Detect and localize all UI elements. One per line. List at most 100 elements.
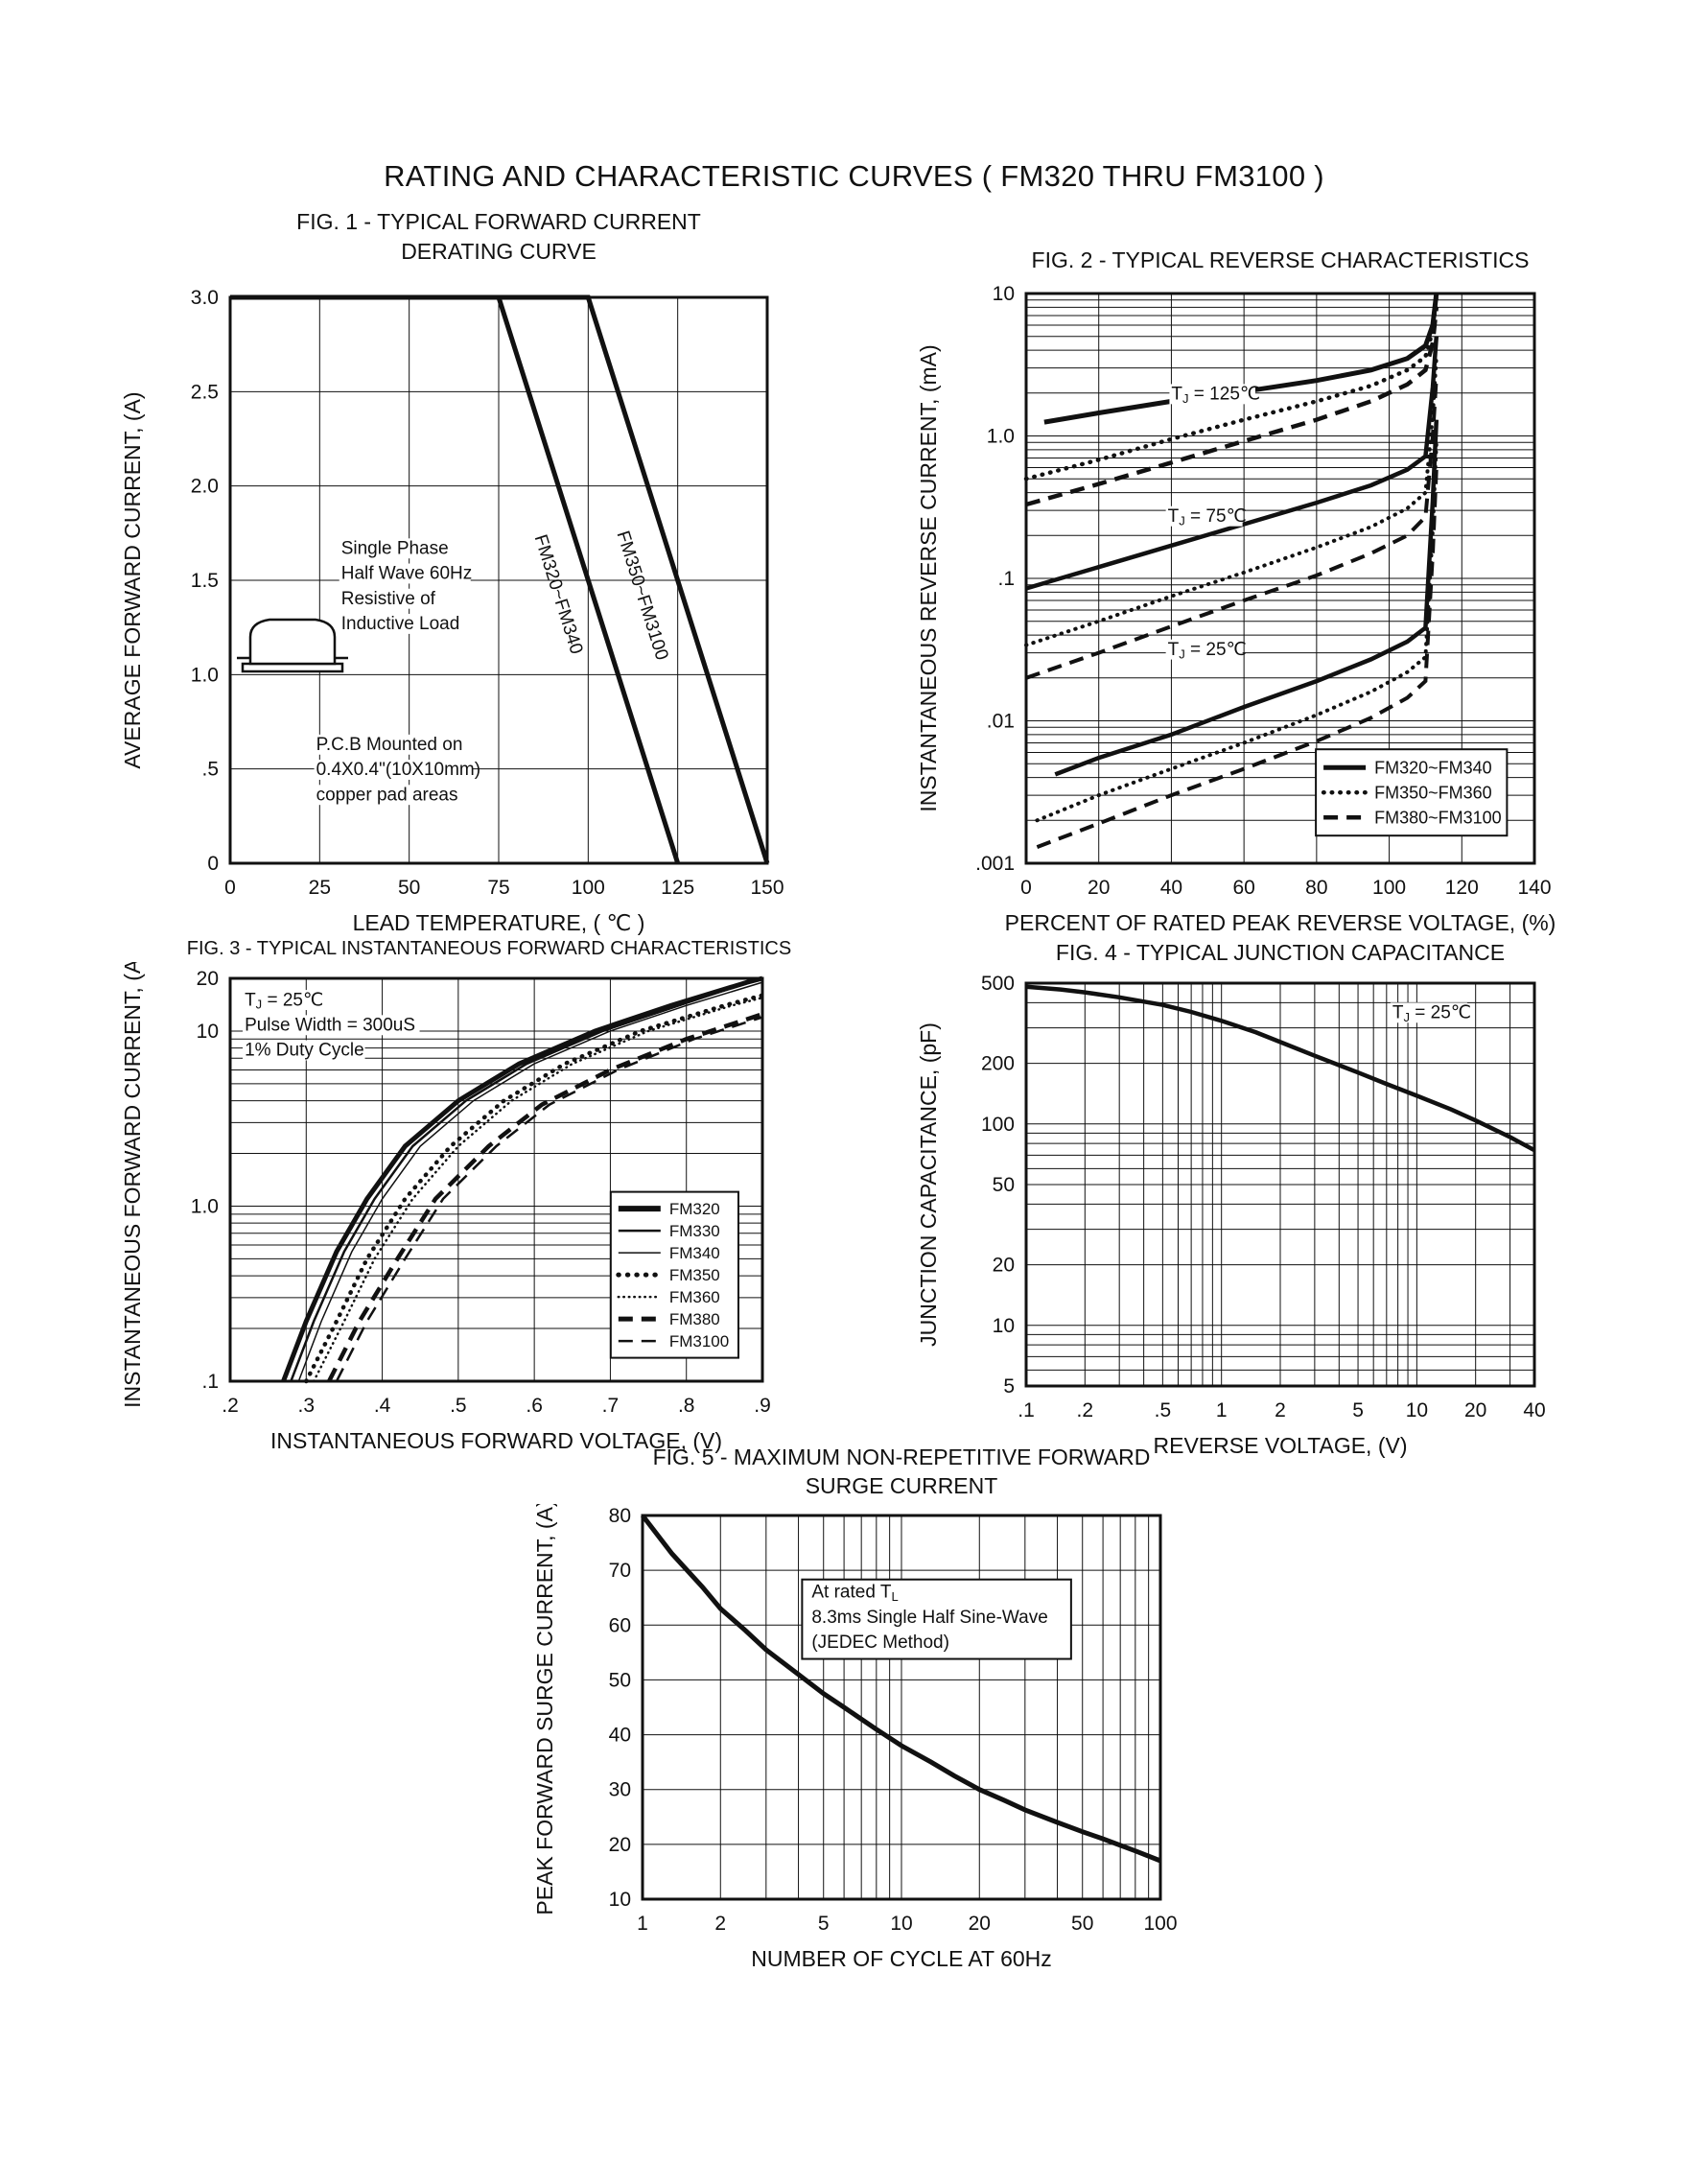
- fig5-xlabel: NUMBER OF CYCLE AT 60Hz: [751, 1946, 1052, 1971]
- fig4-plot: TJ = 25℃ .1 .2 .5 1 2 5 10 20 40 500 200 100 50 20 10 5 R…: [916, 973, 1546, 1458]
- fig4-series: [1025, 984, 1536, 1153]
- fig3-xlabel: INSTANTANEOUS FORWARD VOLTAGE, (V): [270, 1428, 722, 1453]
- fig4-ylabel: JUNCTION CAPACITANCE, (pF): [916, 1022, 941, 1347]
- fig3-curve-FM320: [281, 975, 763, 1382]
- fig2-curve-FM380-FM3100-TJ-25C: [1036, 467, 1439, 849]
- fig2-curve-FM350-FM360-TJ-125C: [1023, 294, 1439, 482]
- fig5-plot-border: [641, 1514, 1162, 1901]
- fig5-title-line1: FIG. 5 - MAXIMUM NON-REPETITIVE FORWARD: [652, 1445, 1151, 1469]
- fig3-curve-FM340: [297, 981, 763, 1382]
- fig5-annotation-0: At rated TL 8.3ms Single Half Sine-Wave (J…: [801, 1578, 1072, 1660]
- svg-text:0: 0: [1020, 877, 1032, 899]
- svg-text:TJ = 25℃: TJ = 25℃: [1392, 1003, 1471, 1024]
- package-outline-icon: [237, 618, 348, 673]
- fig3-legend-label-FM380: FM380: [669, 1310, 720, 1328]
- svg-text:50: 50: [398, 877, 420, 899]
- fig3-series: [281, 975, 765, 1384]
- fig3-tick-labels: .2 .3 .4 .5 .6 .7 .8 .9 20 10 1.0 .1: [191, 968, 771, 1417]
- svg-text:1.0: 1.0: [191, 1195, 219, 1217]
- svg-text:60: 60: [609, 1614, 631, 1636]
- fig3-curve-FM380: [327, 1012, 763, 1383]
- svg-text:copper pad areas: copper pad areas: [316, 785, 458, 805]
- fig2-curve-FM320-FM340-TJ-75C: [1025, 336, 1439, 591]
- fig1-ylabel: AVERAGE FORWARD CURRENT, (A): [120, 391, 145, 768]
- svg-text:10: 10: [993, 1315, 1015, 1337]
- svg-text:20: 20: [969, 1913, 991, 1935]
- fig1-annotation-3: FM350~FM3100: [612, 529, 671, 663]
- svg-text:2: 2: [1275, 1399, 1286, 1421]
- fig1-title-line2: DERATING CURVE: [401, 239, 597, 264]
- fig1-annotation-0: Single Phase Half Wave 60Hz Resistive of In…: [339, 538, 473, 634]
- svg-text:10: 10: [890, 1913, 912, 1935]
- svg-text:(JEDEC Method): (JEDEC Method): [811, 1632, 949, 1653]
- svg-text:140: 140: [1517, 877, 1551, 899]
- svg-text:At rated TL: At rated TL: [811, 1583, 898, 1604]
- svg-text:8.3ms Single Half Sine-Wave: 8.3ms Single Half Sine-Wave: [811, 1608, 1047, 1628]
- fig2-legend: FM320~FM340 FM350~FM360 FM380~FM3100: [1315, 748, 1509, 837]
- svg-text:.1: .1: [1018, 1399, 1035, 1421]
- svg-text:80: 80: [609, 1505, 631, 1527]
- svg-text:2.5: 2.5: [191, 381, 219, 403]
- svg-text:1.0: 1.0: [191, 664, 219, 686]
- svg-text:TJ = 25℃: TJ = 25℃: [1168, 640, 1247, 661]
- svg-text:80: 80: [1305, 877, 1327, 899]
- svg-text:20: 20: [993, 1255, 1015, 1277]
- svg-text:0.4X0.4"(10X10mm): 0.4X0.4"(10X10mm): [316, 760, 481, 780]
- fig3-title: FIG. 3 - TYPICAL INSTANTANEOUS FORWARD C…: [186, 938, 792, 959]
- svg-text:100: 100: [981, 1114, 1015, 1136]
- svg-text:1: 1: [1216, 1399, 1228, 1421]
- svg-text:25: 25: [309, 877, 331, 899]
- svg-text:.3: .3: [298, 1395, 316, 1417]
- svg-text:0: 0: [207, 853, 219, 875]
- svg-text:Single Phase: Single Phase: [341, 538, 449, 558]
- fig4-tick-labels: .1 .2 .5 1 2 5 10 20 40 500 200 100 50 20 10 5: [981, 973, 1546, 1421]
- svg-text:50: 50: [609, 1669, 631, 1691]
- svg-text:120: 120: [1445, 877, 1479, 899]
- fig2-curve-FM380-FM3100-TJ-75C: [1025, 376, 1439, 680]
- svg-text:TJ = 125℃: TJ = 125℃: [1171, 385, 1260, 406]
- svg-text:.7: .7: [602, 1395, 620, 1417]
- fig2-plot-border: [1024, 292, 1536, 865]
- svg-text:Half Wave 60Hz: Half Wave 60Hz: [341, 564, 473, 584]
- svg-text:.4: .4: [374, 1395, 391, 1417]
- svg-text:1.0: 1.0: [987, 426, 1015, 448]
- svg-text:.1: .1: [997, 568, 1015, 590]
- fig3-plot-border: [228, 976, 764, 1383]
- svg-text:.8: .8: [678, 1395, 695, 1417]
- fig2-legend-label-FM380~FM3100: FM380~FM3100: [1374, 809, 1502, 828]
- svg-text:5: 5: [1003, 1375, 1015, 1398]
- svg-text:40: 40: [1523, 1399, 1545, 1421]
- fig1-annotation-1: P.C.B Mounted on 0.4X0.4"(10X10mm) copper …: [314, 734, 481, 805]
- svg-text:.6: .6: [526, 1395, 543, 1417]
- fig2-legend-label-FM350~FM360: FM350~FM360: [1374, 784, 1492, 803]
- fig2-annotation-0: TJ = 125℃: [1169, 384, 1260, 406]
- svg-text:P.C.B Mounted on: P.C.B Mounted on: [316, 735, 463, 755]
- fig5-ylabel: PEAK FORWARD SURGE CURRENT, (A): [532, 1504, 557, 1915]
- svg-text:3.0: 3.0: [191, 287, 219, 309]
- svg-text:0: 0: [224, 877, 236, 899]
- svg-text:Inductive Load: Inductive Load: [341, 614, 460, 634]
- fig3-curve-FM330: [290, 978, 756, 1382]
- svg-text:50: 50: [1071, 1913, 1093, 1935]
- svg-text:5: 5: [818, 1913, 830, 1935]
- fig5-title-line2: SURGE CURRENT: [805, 1473, 998, 1498]
- svg-text:.1: .1: [201, 1371, 219, 1393]
- fig4-curve-junction-capacitance: [1025, 984, 1536, 1153]
- svg-text:40: 40: [1160, 877, 1182, 899]
- svg-text:10: 10: [197, 1021, 219, 1043]
- fig3-legend-label-FM340: FM340: [669, 1244, 720, 1262]
- svg-text:TJ = 75℃: TJ = 75℃: [1168, 506, 1247, 528]
- svg-text:150: 150: [750, 877, 784, 899]
- fig4-annotation-0: TJ = 25℃: [1390, 1002, 1471, 1024]
- fig3-legend-label-FM3100: FM3100: [669, 1332, 729, 1351]
- svg-text:10: 10: [609, 1889, 631, 1911]
- svg-text:Pulse Width = 300uS: Pulse Width = 300uS: [245, 1015, 415, 1035]
- svg-text:.5: .5: [1155, 1399, 1172, 1421]
- svg-text:40: 40: [609, 1725, 631, 1747]
- fig3-plot: TJ = 25℃ Pulse Width = 300uS 1% Duty Cycle…: [120, 962, 771, 1453]
- fig4-xlabel: REVERSE VOLTAGE, (V): [1154, 1433, 1408, 1458]
- fig2-curve-FM380-FM3100-TJ-125C: [1025, 307, 1439, 507]
- fig2-annotation-1: TJ = 75℃: [1165, 505, 1247, 528]
- fig3-legend: FM320 FM330 FM340 FM350 FM360 FM380 FM3100: [609, 1190, 739, 1359]
